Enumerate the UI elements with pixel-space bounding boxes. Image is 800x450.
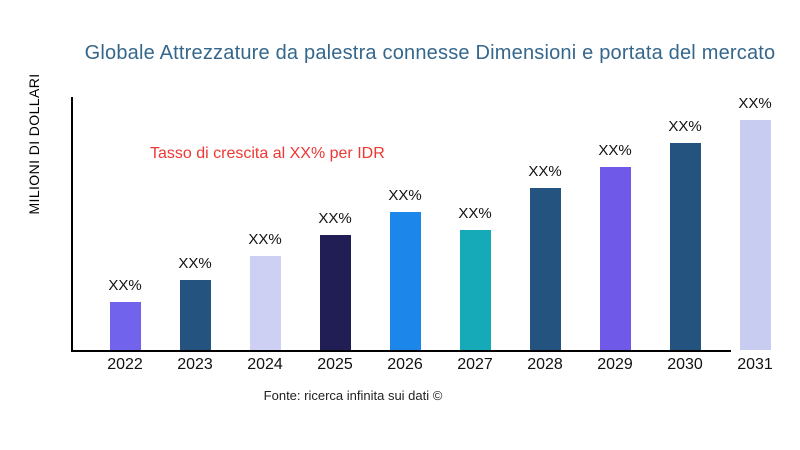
y-axis-line: [71, 97, 73, 352]
x-tick-2026: 2026: [387, 356, 423, 373]
bar-value-label-2026: XX%: [388, 187, 422, 204]
bar-value-label-2029: XX%: [598, 142, 632, 159]
source-footer: Fonte: ricerca infinita sui dati ©: [263, 388, 443, 403]
bar-value-label-2024: XX%: [248, 231, 282, 248]
bar-2024: [249, 256, 281, 350]
bar-value-label-2031: XX%: [738, 95, 772, 112]
bar-2031: [739, 120, 771, 350]
bar-2026: [389, 212, 421, 350]
chart-title: Globale Attrezzature da palestra conness…: [84, 42, 776, 64]
growth-rate-annotation: Tasso di crescita al XX% per IDR: [150, 145, 385, 162]
x-tick-2031: 2031: [737, 356, 773, 373]
x-tick-2024: 2024: [247, 356, 283, 373]
x-tick-2030: 2030: [667, 356, 703, 373]
bar-2029: [599, 167, 631, 350]
bar-2023: [179, 280, 211, 350]
bar-value-label-2027: XX%: [458, 205, 492, 222]
x-tick-2022: 2022: [107, 356, 143, 373]
x-axis-line: [71, 350, 731, 352]
bar-2025: [319, 235, 351, 350]
bar-value-label-2030: XX%: [668, 118, 702, 135]
x-tick-2025: 2025: [317, 356, 353, 373]
bar-value-label-2022: XX%: [108, 277, 142, 294]
bar-2028: [529, 188, 561, 350]
x-tick-2029: 2029: [597, 356, 633, 373]
x-tick-2028: 2028: [527, 356, 563, 373]
bar-value-label-2025: XX%: [318, 210, 352, 227]
bar-2022: [109, 302, 141, 350]
bar-2027: [459, 230, 491, 350]
bar-value-label-2023: XX%: [178, 255, 212, 272]
y-axis-label: MILIONI DI DOLLARI: [26, 73, 42, 215]
bar-2030: [669, 143, 701, 350]
bar-value-label-2028: XX%: [528, 163, 562, 180]
x-tick-2023: 2023: [177, 356, 213, 373]
x-tick-2027: 2027: [457, 356, 493, 373]
